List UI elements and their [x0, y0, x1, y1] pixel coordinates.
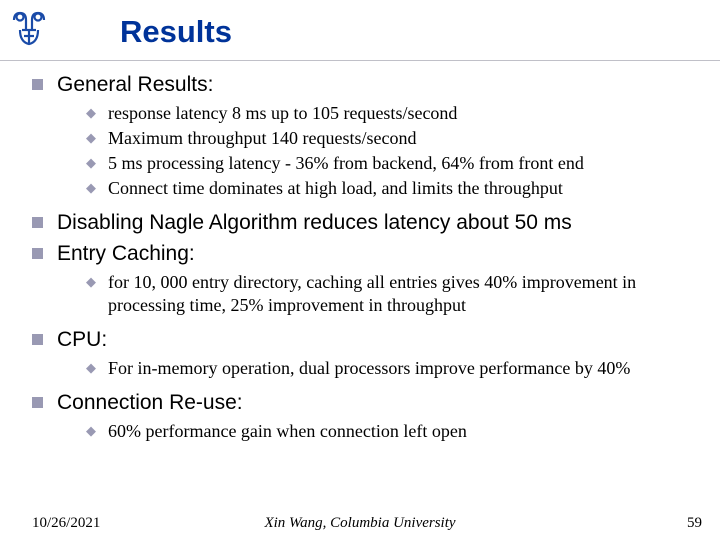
- footer-page-number: 59: [687, 515, 702, 532]
- heading-text: Entry Caching:: [57, 241, 195, 267]
- bullet-group: ◆ For in-memory operation, dual processor…: [86, 357, 700, 380]
- footer-author: Xin Wang, Columbia University: [264, 515, 455, 532]
- section-heading: Entry Caching:: [32, 241, 700, 267]
- list-item: ◆ 5 ms processing latency - 36% from back…: [86, 152, 700, 175]
- bullet-text: response latency 8 ms up to 105 requests…: [108, 102, 457, 125]
- diamond-bullet-icon: ◆: [86, 105, 96, 121]
- diamond-bullet-icon: ◆: [86, 423, 96, 439]
- title-divider: [0, 60, 720, 61]
- diamond-bullet-icon: ◆: [86, 274, 96, 290]
- bullet-text: for 10, 000 entry directory, caching all…: [108, 271, 700, 317]
- bullet-text: Connect time dominates at high load, and…: [108, 177, 563, 200]
- list-item: ◆ Connect time dominates at high load, an…: [86, 177, 700, 200]
- section-heading: Disabling Nagle Algorithm reduces latenc…: [32, 210, 700, 236]
- list-item: ◆ for 10, 000 entry directory, caching al…: [86, 271, 700, 317]
- diamond-bullet-icon: ◆: [86, 155, 96, 171]
- heading-text: Disabling Nagle Algorithm reduces latenc…: [57, 210, 572, 236]
- columbia-crown-logo: [8, 6, 50, 48]
- section-heading: CPU:: [32, 327, 700, 353]
- bullet-text: 5 ms processing latency - 36% from backe…: [108, 152, 584, 175]
- diamond-bullet-icon: ◆: [86, 360, 96, 376]
- bullet-group: ◆ response latency 8 ms up to 105 request…: [86, 102, 700, 200]
- list-item: ◆ Maximum throughput 140 requests/second: [86, 127, 700, 150]
- diamond-bullet-icon: ◆: [86, 180, 96, 196]
- bullet-group: ◆ for 10, 000 entry directory, caching al…: [86, 271, 700, 317]
- square-bullet-icon: [32, 334, 43, 345]
- diamond-bullet-icon: ◆: [86, 130, 96, 146]
- heading-text: CPU:: [57, 327, 107, 353]
- bullet-group: ◆ 60% performance gain when connection le…: [86, 420, 700, 443]
- list-item: ◆ For in-memory operation, dual processor…: [86, 357, 700, 380]
- square-bullet-icon: [32, 217, 43, 228]
- slide-title: Results: [120, 14, 232, 50]
- list-item: ◆ 60% performance gain when connection le…: [86, 420, 700, 443]
- bullet-text: 60% performance gain when connection lef…: [108, 420, 467, 443]
- square-bullet-icon: [32, 397, 43, 408]
- section-heading: Connection Re-use:: [32, 390, 700, 416]
- square-bullet-icon: [32, 79, 43, 90]
- bullet-text: Maximum throughput 140 requests/second: [108, 127, 416, 150]
- footer-date: 10/26/2021: [32, 515, 100, 532]
- heading-text: Connection Re-use:: [57, 390, 243, 416]
- slide-footer: 10/26/2021 Xin Wang, Columbia University…: [0, 515, 720, 532]
- square-bullet-icon: [32, 248, 43, 259]
- list-item: ◆ response latency 8 ms up to 105 request…: [86, 102, 700, 125]
- heading-text: General Results:: [57, 72, 213, 98]
- section-heading: General Results:: [32, 72, 700, 98]
- bullet-text: For in-memory operation, dual processors…: [108, 357, 630, 380]
- slide-content: General Results: ◆ response latency 8 ms …: [32, 72, 700, 446]
